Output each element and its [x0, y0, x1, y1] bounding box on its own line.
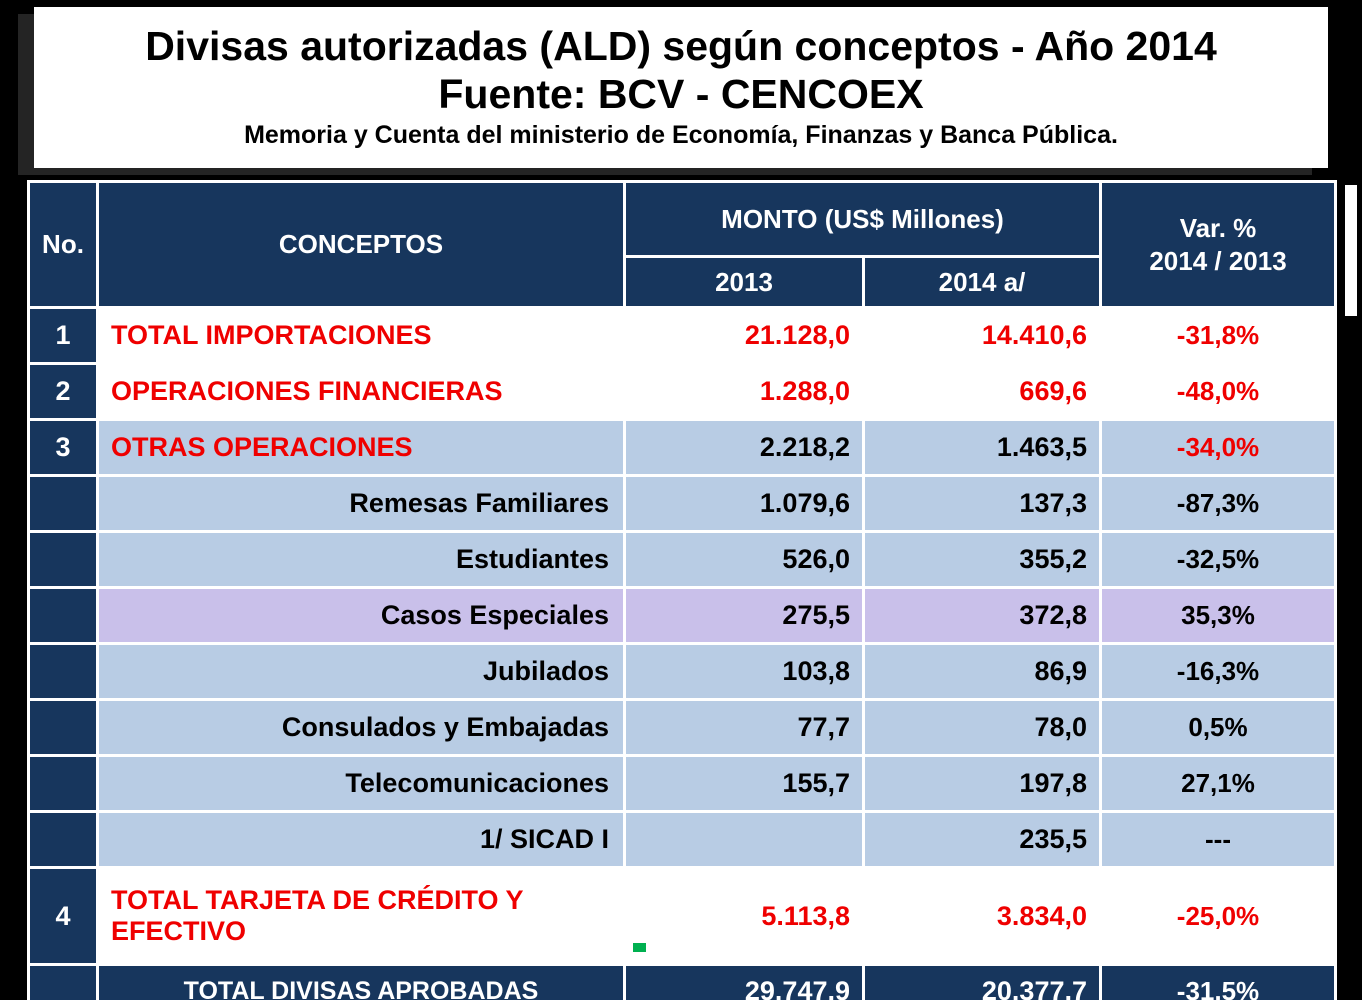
no-cell: 3 [30, 421, 96, 474]
var-cell: -25,0% [1102, 869, 1334, 963]
title-banner: Divisas autorizadas (ALD) según concepto… [34, 7, 1328, 168]
var-cell: -48,0% [1102, 365, 1334, 418]
concept-cell: TOTAL TARJETA DE CRÉDITO Y EFECTIVO [99, 869, 623, 963]
row-jubilados: Jubilados 103,8 86,9 -16,3% [30, 645, 1334, 698]
header-var: Var. % 2014 / 2013 [1102, 183, 1334, 306]
header-row-1: No. CONCEPTOS MONTO (US$ Millones) Var. … [30, 183, 1334, 306]
row-otras-operaciones: 3 OTRAS OPERACIONES 2.218,2 1.463,5 -34,… [30, 421, 1334, 474]
var-cell: 0,5% [1102, 701, 1334, 754]
var-cell: 27,1% [1102, 757, 1334, 810]
value-2013-cell: 155,7 [626, 757, 862, 810]
value-2014-cell: 372,8 [865, 589, 1099, 642]
header-row-2: 2013 2014 a/ [30, 258, 1334, 306]
value-2014-cell: 669,6 [865, 365, 1099, 418]
value-2013-cell [626, 813, 862, 866]
row-telecomunicaciones: Telecomunicaciones 155,7 197,8 27,1% [30, 757, 1334, 810]
no-cell [30, 813, 96, 866]
value-2013-cell: 1.288,0 [626, 365, 862, 418]
table-container: No. CONCEPTOS MONTO (US$ Millones) Var. … [27, 180, 1337, 1000]
title-line-1: Divisas autorizadas (ALD) según concepto… [145, 22, 1217, 69]
value-2013-cell: 526,0 [626, 533, 862, 586]
value-2014-cell: 137,3 [865, 477, 1099, 530]
header-var-line-1: Var. % [1179, 213, 1257, 243]
var-cell: 35,3% [1102, 589, 1334, 642]
concept-cell: Remesas Familiares [99, 477, 623, 530]
no-cell [30, 966, 96, 1000]
concept-cell: Consulados y Embajadas [99, 701, 623, 754]
value-2013-cell: 21.128,0 [626, 309, 862, 362]
no-cell [30, 589, 96, 642]
row-remesas-familiares: Remesas Familiares 1.079,6 137,3 -87,3% [30, 477, 1334, 530]
var-cell: --- [1102, 813, 1334, 866]
value-2014-cell: 78,0 [865, 701, 1099, 754]
row-total-divisas-aprobadas: TOTAL DIVISAS APROBADAS 29.747,9 20.377,… [30, 966, 1334, 1000]
value-2013-cell: 2.218,2 [626, 421, 862, 474]
no-cell [30, 701, 96, 754]
var-cell: -31,8% [1102, 309, 1334, 362]
value-2014-cell: 1.463,5 [865, 421, 1099, 474]
concept-cell: OTRAS OPERACIONES [99, 421, 623, 474]
row-tarjeta-credito-efectivo: 4 TOTAL TARJETA DE CRÉDITO Y EFECTIVO 5.… [30, 869, 1334, 963]
value-2013-cell: 275,5 [626, 589, 862, 642]
value-2014-cell: 3.834,0 [865, 869, 1099, 963]
concept-cell: 1/ SICAD I [99, 813, 623, 866]
screen-edge-artifact [1345, 185, 1357, 316]
var-cell: -34,0% [1102, 421, 1334, 474]
concept-cell: OPERACIONES FINANCIERAS [99, 365, 623, 418]
value-2013-cell: 1.079,6 [626, 477, 862, 530]
data-table: No. CONCEPTOS MONTO (US$ Millones) Var. … [27, 180, 1337, 1000]
value-2014-cell: 20.377,7 [865, 966, 1099, 1000]
var-cell: -32,5% [1102, 533, 1334, 586]
value-2013-cell: 29.747,9 [626, 966, 862, 1000]
concept-cell: TOTAL IMPORTACIONES [99, 309, 623, 362]
value-2014-cell: 197,8 [865, 757, 1099, 810]
header-2013: 2013 [626, 258, 862, 306]
var-cell: -16,3% [1102, 645, 1334, 698]
row-sicad: 1/ SICAD I 235,5 --- [30, 813, 1334, 866]
var-cell: -87,3% [1102, 477, 1334, 530]
value-2013-cell: 5.113,8 [626, 869, 862, 963]
value-2014-cell: 355,2 [865, 533, 1099, 586]
no-cell [30, 533, 96, 586]
concept-cell: Estudiantes [99, 533, 623, 586]
concept-cell: TOTAL DIVISAS APROBADAS [99, 966, 623, 1000]
row-operaciones-financieras: 2 OPERACIONES FINANCIERAS 1.288,0 669,6 … [30, 365, 1334, 418]
header-2014: 2014 a/ [865, 258, 1099, 306]
value-2014-cell: 86,9 [865, 645, 1099, 698]
concept-cell: Jubilados [99, 645, 623, 698]
concept-cell: Casos Especiales [99, 589, 623, 642]
title-line-2: Fuente: BCV - CENCOEX [438, 70, 924, 117]
row-estudiantes: Estudiantes 526,0 355,2 -32,5% [30, 533, 1334, 586]
no-cell: 2 [30, 365, 96, 418]
concept-cell: Telecomunicaciones [99, 757, 623, 810]
green-marker [633, 943, 646, 952]
no-cell [30, 477, 96, 530]
header-var-line-2: 2014 / 2013 [1149, 245, 1287, 276]
value-2014-cell: 14.410,6 [865, 309, 1099, 362]
value-2014-cell: 235,5 [865, 813, 1099, 866]
title-subtitle: Memoria y Cuenta del ministerio de Econo… [244, 120, 1118, 149]
header-monto-group: MONTO (US$ Millones) [626, 183, 1099, 255]
row-total-importaciones: 1 TOTAL IMPORTACIONES 21.128,0 14.410,6 … [30, 309, 1334, 362]
row-consulados-embajadas: Consulados y Embajadas 77,7 78,0 0,5% [30, 701, 1334, 754]
no-cell [30, 645, 96, 698]
no-cell [30, 757, 96, 810]
header-no: No. [30, 183, 96, 306]
no-cell: 4 [30, 869, 96, 963]
header-conceptos: CONCEPTOS [99, 183, 623, 306]
no-cell: 1 [30, 309, 96, 362]
var-cell: -31,5% [1102, 966, 1334, 1000]
value-2013-cell: 77,7 [626, 701, 862, 754]
value-2013-cell: 103,8 [626, 645, 862, 698]
row-casos-especiales: Casos Especiales 275,5 372,8 35,3% [30, 589, 1334, 642]
